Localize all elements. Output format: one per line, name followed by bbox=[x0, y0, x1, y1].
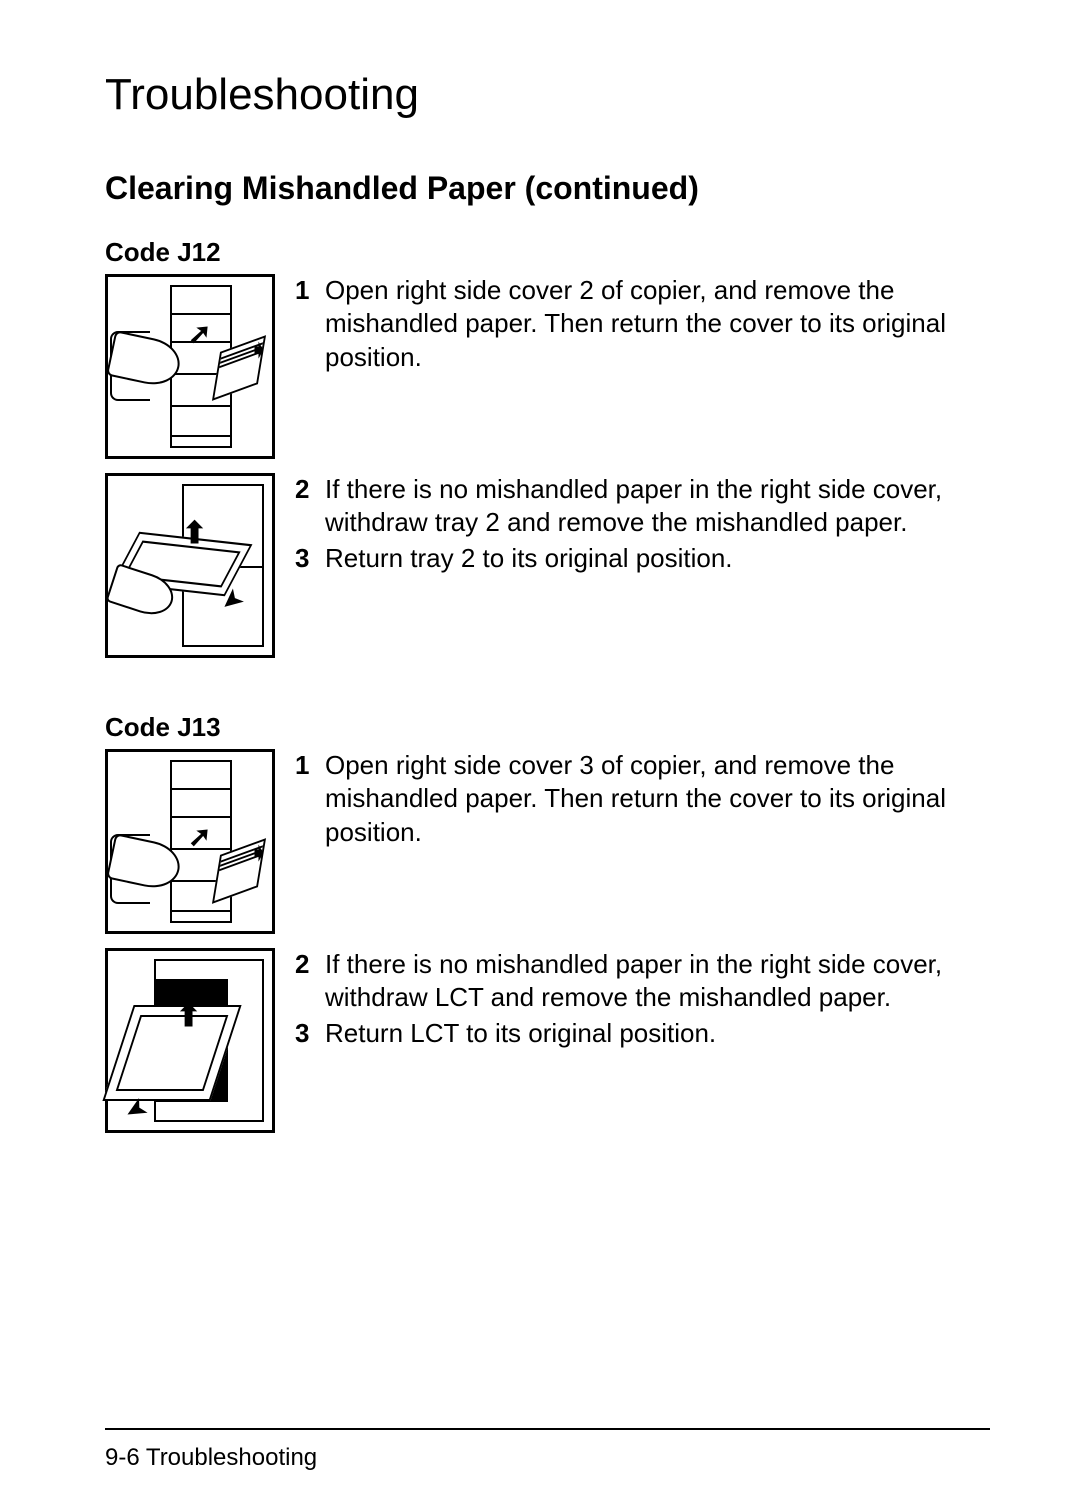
chapter-title: Troubleshooting bbox=[105, 70, 990, 120]
illustration-j12-cover: ➚ ➧ bbox=[105, 274, 275, 459]
footer-rule bbox=[105, 1428, 990, 1430]
step-number: 2 bbox=[295, 473, 315, 540]
arrow-up-icon: ⬆ bbox=[176, 999, 201, 1034]
j13-steps-a: 1 Open right side cover 3 of copier, and… bbox=[295, 749, 990, 851]
arrow-up-icon: ➚ bbox=[188, 820, 211, 853]
footer-area: 9-6 Troubleshooting bbox=[105, 1428, 990, 1472]
j13-block-1: ➚ ➧ 1 Open right side cover 3 of copier,… bbox=[105, 749, 990, 934]
step-number: 1 bbox=[295, 274, 315, 374]
step: 2 If there is no mishandled paper in the… bbox=[295, 473, 990, 540]
footer-text: 9-6 Troubleshooting bbox=[105, 1444, 990, 1472]
j12-block-2: ⬆ ➤ 2 If there is no mishandled paper in… bbox=[105, 473, 990, 658]
arrow-up-icon: ➚ bbox=[188, 317, 211, 350]
step-text: Open right side cover 2 of copier, and r… bbox=[325, 274, 990, 374]
step-text: Return LCT to its original position. bbox=[325, 1017, 990, 1050]
j13-steps-b: 2 If there is no mishandled paper in the… bbox=[295, 948, 990, 1052]
j12-steps-a: 1 Open right side cover 2 of copier, and… bbox=[295, 274, 990, 376]
code-heading-j13: Code J13 bbox=[105, 712, 990, 743]
page: Troubleshooting Clearing Mishandled Pape… bbox=[0, 0, 1080, 1512]
step-number: 3 bbox=[295, 542, 315, 575]
arrow-up-icon: ⬆ bbox=[182, 516, 207, 551]
arrow-right-icon: ➧ bbox=[250, 840, 268, 866]
step-text: If there is no mishandled paper in the r… bbox=[325, 948, 990, 1015]
arrow-right-icon: ➧ bbox=[250, 337, 268, 363]
step-number: 2 bbox=[295, 948, 315, 1015]
code-heading-j12: Code J12 bbox=[105, 237, 990, 268]
step-text: If there is no mishandled paper in the r… bbox=[325, 473, 990, 540]
step: 1 Open right side cover 2 of copier, and… bbox=[295, 274, 990, 374]
step: 2 If there is no mishandled paper in the… bbox=[295, 948, 990, 1015]
section-title: Clearing Mishandled Paper (continued) bbox=[105, 170, 990, 207]
j12-steps-b: 2 If there is no mishandled paper in the… bbox=[295, 473, 990, 577]
illustration-j12-tray: ⬆ ➤ bbox=[105, 473, 275, 658]
step: 3 Return LCT to its original position. bbox=[295, 1017, 990, 1050]
step: 1 Open right side cover 3 of copier, and… bbox=[295, 749, 990, 849]
step-text: Return tray 2 to its original position. bbox=[325, 542, 990, 575]
step: 3 Return tray 2 to its original position… bbox=[295, 542, 990, 575]
step-number: 3 bbox=[295, 1017, 315, 1050]
j12-block-1: ➚ ➧ 1 Open right side cover 2 of copier,… bbox=[105, 274, 990, 459]
j13-block-2: ⬆ ➤ 2 If there is no mishandled paper in… bbox=[105, 948, 990, 1133]
step-text: Open right side cover 3 of copier, and r… bbox=[325, 749, 990, 849]
illustration-j13-lct: ⬆ ➤ bbox=[105, 948, 275, 1133]
step-number: 1 bbox=[295, 749, 315, 849]
illustration-j13-cover: ➚ ➧ bbox=[105, 749, 275, 934]
